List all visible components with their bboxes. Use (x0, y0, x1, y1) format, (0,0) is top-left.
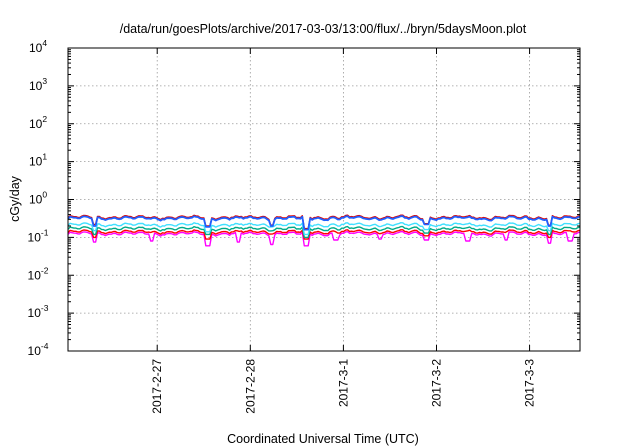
y-tick-label: 10-4 (28, 341, 49, 358)
y-tick-label: 102 (29, 114, 47, 131)
x-axis: 2017-2-27 2017-2-28 2017-3-1 2017-3-2 2017-3… (150, 48, 537, 414)
series-line-4 (67, 221, 581, 236)
y-tick-label: 10-1 (28, 227, 49, 244)
y-tick-label: 103 (29, 76, 47, 93)
y-tick-label: 100 (29, 190, 47, 207)
y-tick-label: 10-2 (28, 265, 49, 282)
chart-title: /data/run/goesPlots/archive/2017-03-03/1… (120, 22, 527, 36)
y-tick-label: 101 (29, 152, 47, 169)
x-tick-label: 2017-2-27 (150, 359, 164, 414)
y-axis: 104 103 102 101 100 10-1 10-2 10-3 10-4 (28, 38, 580, 358)
y-tick-label: 104 (29, 38, 47, 55)
x-tick-label: 2017-2-28 (243, 359, 257, 414)
x-axis-label: Coordinated Universal Time (UTC) (227, 432, 419, 446)
series-group (67, 214, 581, 247)
series-line-1 (67, 230, 581, 247)
series-line-2 (67, 229, 581, 240)
y-axis-label: cGy/day (8, 175, 22, 222)
series-line-6 (67, 215, 581, 231)
y-tick-label: 10-3 (28, 303, 49, 320)
series-line-3 (67, 225, 581, 239)
x-tick-label: 2017-3-3 (523, 359, 537, 407)
grid (68, 48, 580, 351)
x-tick-label: 2017-3-2 (429, 359, 443, 407)
x-tick-label: 2017-3-1 (336, 359, 350, 407)
